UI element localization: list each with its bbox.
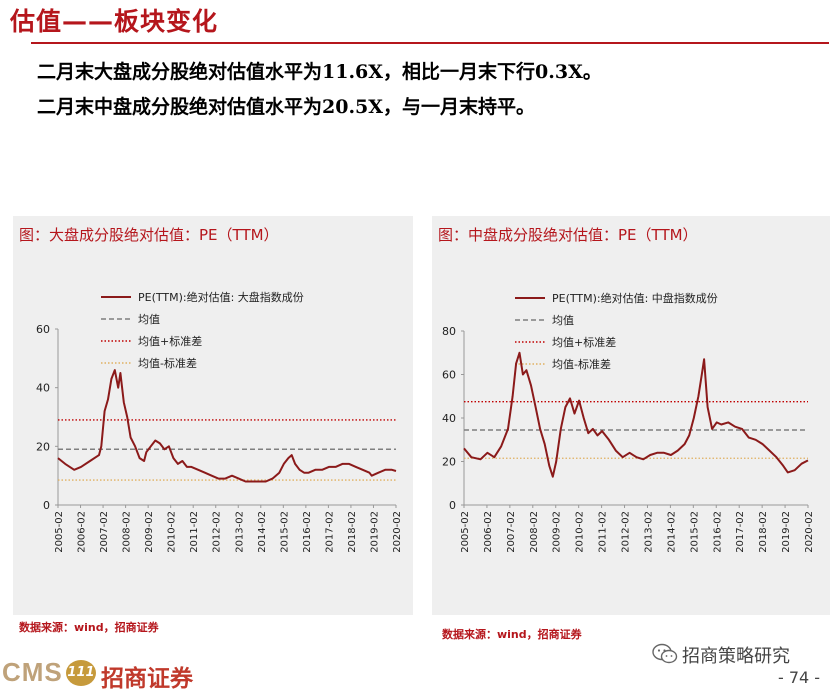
chart-title-large-cap: 图：大盘成分股绝对估值：PE（TTM）: [19, 224, 279, 245]
page-title: 估值——板块变化: [10, 7, 219, 36]
y-tick-label: 0: [43, 499, 50, 512]
chart-title-mid-cap: 图：中盘成分股绝对估值：PE（TTM）: [438, 224, 698, 245]
x-tick-label: 2015-02: [689, 511, 700, 553]
y-tick-label: 60: [442, 369, 456, 382]
x-tick-label: 2013-02: [234, 511, 245, 553]
chart-title-lead: 图：: [438, 226, 469, 244]
y-tick-label: 20: [442, 456, 456, 469]
x-tick-label: 2020-02: [804, 511, 815, 553]
y-tick-label: 40: [442, 412, 456, 425]
x-tick-label: 2012-02: [212, 511, 223, 553]
title-divider: [31, 42, 829, 44]
x-tick-label: 2018-02: [758, 511, 769, 553]
y-tick-label: 80: [442, 325, 456, 338]
legend-label: 均值-标准差: [138, 356, 197, 370]
legend-label: 均值: [552, 314, 574, 327]
cms-logo-badge: 111: [66, 660, 96, 686]
wechat-icon: [652, 643, 678, 664]
x-tick-label: 2006-02: [483, 511, 494, 553]
x-tick-label: 2008-02: [529, 511, 540, 553]
x-tick-label: 2012-02: [621, 511, 632, 553]
y-tick-label: 60: [36, 323, 50, 336]
x-tick-label: 2011-02: [598, 511, 609, 553]
y-tick-label: 40: [36, 382, 50, 395]
source-note-mid-cap: 数据来源：wind，招商证券: [442, 628, 582, 641]
legend-label: PE(TTM):绝对估值: 大盘指数成份: [138, 290, 304, 304]
y-tick-label: 20: [36, 440, 50, 453]
legend-label: PE(TTM):绝对估值: 中盘指数成份: [552, 291, 718, 305]
x-tick-label: 2009-02: [144, 511, 155, 553]
x-tick-label: 2007-02: [99, 511, 110, 553]
legend-label: 均值: [138, 313, 160, 326]
series-line: [57, 369, 397, 483]
chart-title-text: 中盘成分股绝对估值：PE（TTM）: [468, 226, 698, 244]
summary-line-2: 二月末中盘成分股绝对估值水平为20.5X，与一月末持平。: [37, 96, 536, 118]
legend-label: 均值+标准差: [138, 334, 202, 348]
x-tick-label: 2005-02: [460, 511, 471, 553]
chart-title-lead: 图：: [19, 226, 50, 244]
x-tick-label: 2008-02: [122, 511, 133, 553]
page-number: - 74 -: [778, 668, 821, 687]
x-tick-label: 2010-02: [167, 511, 178, 553]
x-tick-label: 2013-02: [643, 511, 654, 553]
source-note-large-cap: 数据来源：wind，招商证券: [19, 621, 159, 634]
legend-label: 均值-标准差: [552, 357, 611, 371]
legend-label: 均值+标准差: [552, 335, 616, 349]
wechat-account-name: 招商策略研究: [682, 646, 790, 667]
x-tick-label: 2006-02: [77, 511, 88, 553]
x-tick-label: 2014-02: [666, 511, 677, 553]
x-tick-label: 2020-02: [392, 511, 403, 553]
chart-title-text: 大盘成分股绝对估值：PE（TTM）: [49, 226, 279, 244]
cms-logo-chinese: 招商证券: [101, 665, 193, 692]
y-tick-label: 0: [449, 499, 456, 512]
x-tick-label: 2017-02: [324, 511, 335, 553]
x-tick-label: 2016-02: [302, 511, 313, 553]
chart-panel-large-cap: 图：大盘成分股绝对估值：PE（TTM） PE(TTM):绝对估值: 大盘指数成份…: [13, 216, 413, 615]
x-tick-label: 2019-02: [369, 511, 380, 553]
x-tick-label: 2011-02: [189, 511, 200, 553]
x-tick-label: 2018-02: [347, 511, 358, 553]
x-tick-label: 2019-02: [781, 511, 792, 553]
x-tick-label: 2016-02: [712, 511, 723, 553]
summary-line-1: 二月末大盘成分股绝对估值水平为11.6X，相比一月末下行0.3X。: [37, 61, 602, 83]
x-tick-label: 2007-02: [506, 511, 517, 553]
x-tick-label: 2015-02: [279, 511, 290, 553]
x-tick-label: 2014-02: [257, 511, 268, 553]
chart-panel-mid-cap: 图：中盘成分股绝对估值：PE（TTM） PE(TTM):绝对估值: 中盘指数成份…: [432, 216, 830, 615]
x-tick-label: 2005-02: [54, 511, 65, 553]
cms-logo-text: CMS: [2, 657, 63, 687]
x-tick-label: 2009-02: [552, 511, 563, 553]
x-tick-label: 2010-02: [575, 511, 586, 553]
series-line: [463, 351, 809, 478]
x-tick-label: 2017-02: [735, 511, 746, 553]
